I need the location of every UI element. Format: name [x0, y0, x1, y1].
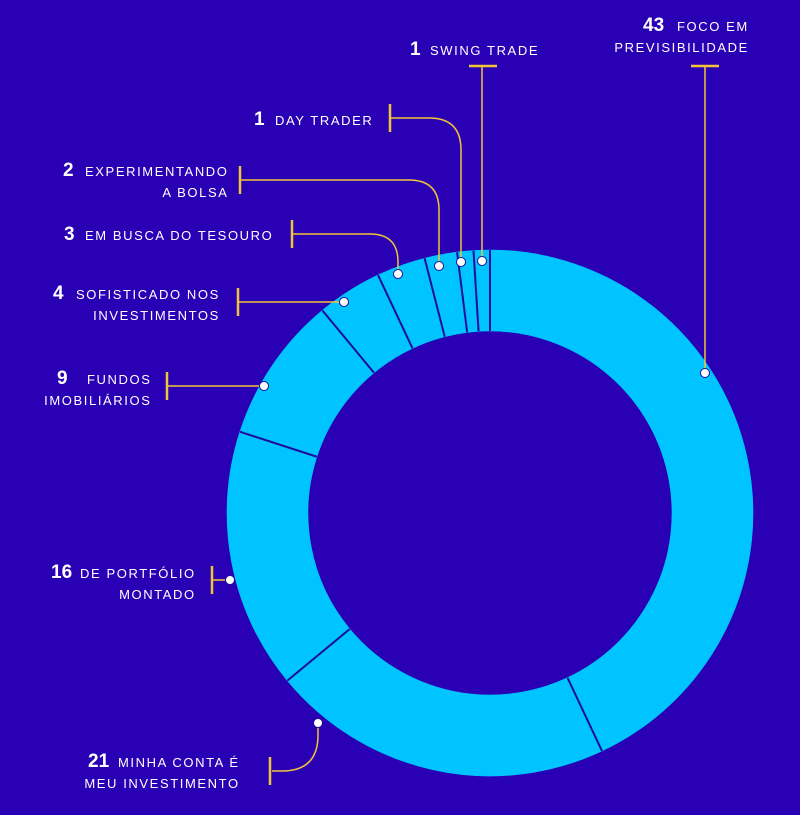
slice-category-label: MONTADO	[119, 587, 196, 602]
slice-category-label: A BOLSA	[162, 185, 228, 200]
slice-category-label: DE PORTFÓLIO	[80, 566, 196, 581]
slice-category-label: MEU INVESTIMENTO	[84, 776, 239, 791]
slice-separator	[566, 677, 603, 752]
slice-value-label: 2	[63, 160, 74, 181]
slice-value-label: 9	[57, 368, 68, 389]
leader-anchor-dot	[339, 297, 349, 307]
slice-category-label: SWING TRADE	[430, 43, 539, 58]
slice-value-label: 1	[254, 109, 265, 130]
leader-line	[390, 117, 462, 262]
leader-anchor-dot	[456, 257, 466, 267]
leader-anchor-dot	[700, 368, 710, 378]
donut-slice	[286, 628, 603, 777]
donut-slice	[489, 249, 754, 752]
slice-value-label: 16	[51, 562, 72, 583]
slice-separator	[321, 309, 375, 374]
slice-separator	[423, 258, 446, 337]
slice-value-label: 3	[64, 224, 75, 245]
slice-separator	[286, 628, 351, 682]
donut-ring	[226, 249, 754, 777]
slice-value-label: 4	[53, 283, 64, 304]
slice-separator	[239, 430, 318, 458]
slice-separator	[377, 274, 414, 349]
leader-line	[272, 723, 319, 772]
slice-separator	[472, 250, 480, 332]
slice-category-label: INVESTIMENTOS	[93, 308, 220, 323]
leader-line	[292, 233, 399, 274]
slice-value-label: 21	[88, 751, 110, 772]
slice-value-label: 1	[410, 39, 421, 60]
slice-category-label: IMOBILIÁRIOS	[44, 393, 151, 408]
slice-category-label: PREVISIBILIDADE	[614, 40, 749, 55]
leader-anchor-dot	[434, 261, 444, 271]
slice-separators	[239, 250, 603, 752]
slice-category-label: EXPERIMENTANDO	[85, 164, 229, 179]
slice-category-label: FOCO EM	[677, 19, 749, 34]
slice-category-label: DAY TRADER	[275, 113, 373, 128]
leader-anchor-dot	[477, 256, 487, 266]
leader-lines	[165, 64, 719, 785]
leader-anchor-dot	[313, 718, 323, 728]
slice-category-label: EM BUSCA DO TESOURO	[85, 228, 273, 243]
slice-value-label: 43	[643, 15, 664, 36]
slice-category-label: FUNDOS	[87, 372, 152, 387]
leader-anchor-dot	[225, 575, 235, 585]
leader-anchor-dot	[393, 269, 403, 279]
slice-category-label: MINHA CONTA É	[118, 755, 240, 770]
leader-line	[240, 179, 440, 266]
slice-category-label: SOFISTICADO NOS	[76, 287, 220, 302]
leader-anchor-dot	[259, 381, 269, 391]
